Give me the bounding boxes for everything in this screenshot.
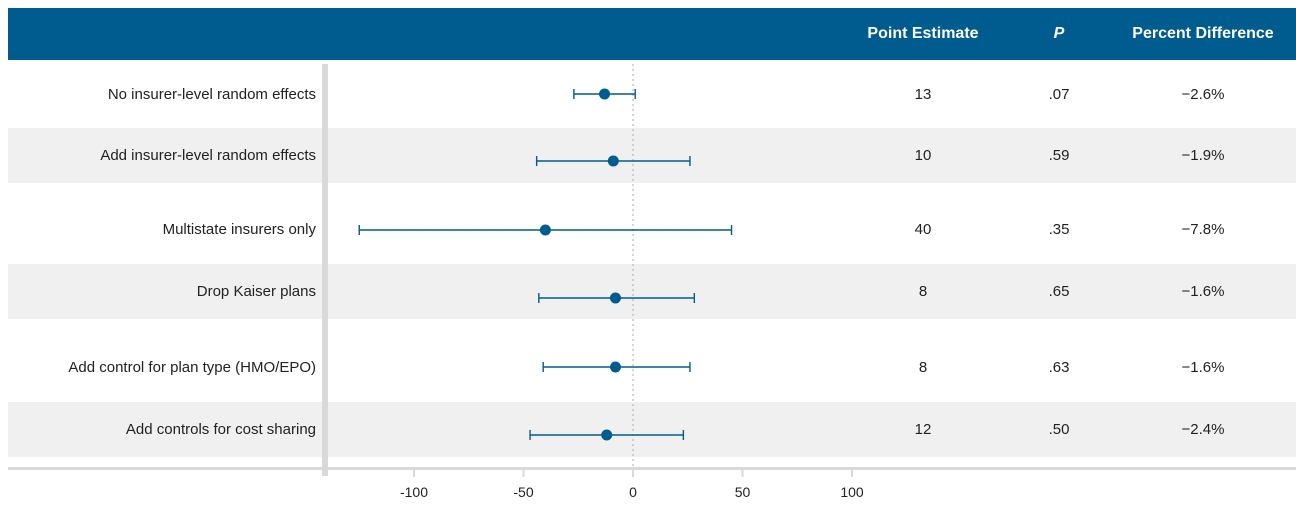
row-label: Multistate insurers only	[162, 221, 316, 238]
x-tick-label: -50	[513, 484, 533, 500]
p-value: .07	[1048, 86, 1070, 103]
point-estimate-marker	[601, 429, 613, 441]
p-value: .65	[1048, 283, 1070, 300]
row-label: No insurer-level random effects	[107, 86, 316, 103]
x-tick-label: 50	[735, 484, 751, 500]
plot-left-border	[322, 64, 328, 476]
table-header: Point Estimate P Percent Difference	[8, 8, 1296, 60]
x-tick-label: -100	[400, 484, 428, 500]
row-label: Drop Kaiser plans	[196, 283, 316, 300]
table-row: Add control for plan type (HMO/EPO) 8 .6…	[8, 340, 1296, 395]
point-estimate-header: Point Estimate	[867, 25, 979, 42]
x-tick-label: 100	[840, 484, 864, 500]
row-label: Add controls for cost sharing	[125, 421, 316, 438]
table-row: Drop Kaiser plans 8 .65 −1.6%	[8, 264, 1296, 319]
point-estimate-value: 8	[918, 359, 928, 376]
percent-difference-value: −7.8%	[1181, 221, 1225, 238]
table-row: Add controls for cost sharing 12 .50 −2.…	[8, 402, 1296, 457]
row-label: Add insurer-level random effects	[100, 147, 316, 164]
table-row: No insurer-level random effects 13 .07 −…	[8, 67, 1296, 122]
plot-baseline	[8, 467, 1296, 470]
p-value: .50	[1048, 421, 1070, 438]
row-label: Add control for plan type (HMO/EPO)	[68, 359, 316, 376]
percent-difference-value: −1.9%	[1181, 147, 1225, 164]
point-estimate-value: 13	[914, 86, 932, 103]
p-value-header: P	[1053, 25, 1065, 42]
point-estimate-marker	[599, 88, 611, 100]
percent-difference-value: −2.6%	[1181, 86, 1225, 103]
point-estimate-marker	[609, 292, 621, 304]
x-tick-label: 0	[629, 484, 637, 500]
percent-difference-header: Percent Difference	[1132, 25, 1274, 42]
table-row: Multistate insurers only 40 .35 −7.8%	[8, 202, 1296, 257]
point-estimate-marker	[539, 224, 551, 236]
point-estimate-marker	[609, 361, 621, 373]
percent-difference-value: −2.4%	[1181, 421, 1225, 438]
point-estimate-value: 8	[918, 283, 928, 300]
percent-difference-value: −1.6%	[1181, 359, 1225, 376]
table-row: Add insurer-level random effects 10 .59 …	[8, 128, 1296, 183]
percent-difference-value: −1.6%	[1181, 283, 1225, 300]
p-value: .35	[1048, 221, 1070, 238]
p-value: .59	[1048, 147, 1070, 164]
p-value: .63	[1048, 359, 1070, 376]
point-estimate-value: 10	[914, 147, 932, 164]
point-estimate-value: 12	[914, 421, 932, 438]
point-estimate-value: 40	[914, 221, 932, 238]
point-estimate-marker	[607, 155, 619, 167]
